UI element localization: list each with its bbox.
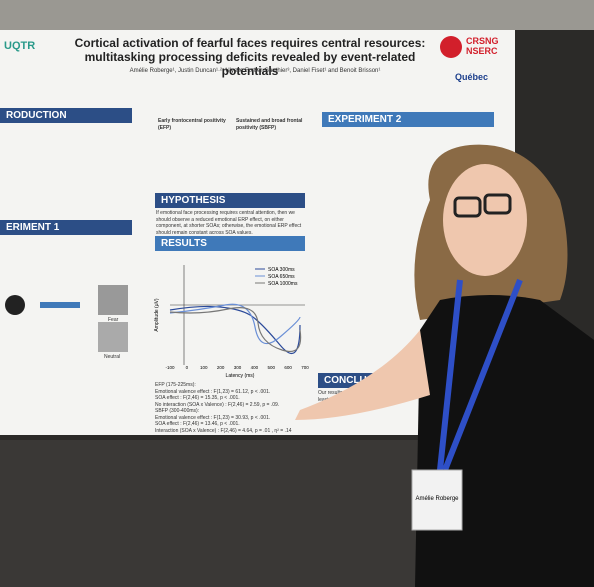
poster-title: Cortical activation of fearful faces req… (74, 36, 426, 78)
badge-name: Amélie Roberge (415, 496, 459, 502)
face-image (98, 285, 128, 315)
face (443, 164, 527, 276)
erp-wave (169, 303, 301, 345)
section-header: HYPOTHESIS (155, 193, 305, 208)
section-header: RODUCTION (0, 108, 132, 123)
stats: EFP (175-225ms): Emotional valence effect… (155, 382, 315, 434)
section-header: RESULTS (155, 236, 305, 251)
logo-icon (440, 36, 462, 58)
x-tick-label: 300 (234, 365, 242, 370)
logo: CRSNG NSERC (466, 36, 499, 56)
stat-line: SOA effect : F(2,46) = 13.46, p < .001. (155, 421, 240, 427)
erp-wave (169, 305, 301, 355)
stat-line: SBFP (300-400ms): (155, 408, 200, 414)
logo-text: NSERC (466, 46, 498, 56)
x-tick-label: 0 (186, 365, 189, 370)
legend-label: SOA 1000ms (268, 281, 298, 287)
stat-line: SOA effect : F(2,46) = 15.35, p < .001. (155, 395, 240, 401)
authors: Amélie Roberge¹, Justin Duncan¹·², Ulyss… (129, 68, 381, 74)
logo: Québec (455, 72, 489, 82)
erp-plot: Amplitude (μV) Latency (ms) SOA 300msSOA… (154, 265, 309, 379)
stat-line: Emotional valence effect : F(1,23) = 30.… (155, 414, 271, 421)
x-tick-label: 200 (217, 365, 225, 370)
label: Fear (108, 317, 119, 323)
legend-label: SOA 300ms (268, 267, 295, 273)
component-title: Early frontocentral positivity (EFP) (158, 118, 226, 131)
arm (295, 330, 430, 420)
logo-text: CRSNG (466, 36, 499, 46)
stat-line: Interaction (SOA x Valence) : F(2,46) = … (155, 427, 292, 434)
stat-line: Emotional valence effect : F(1,23) = 61.… (155, 388, 271, 395)
x-tick-label: 600 (284, 365, 292, 370)
ceiling (0, 0, 594, 30)
section-header: EXPERIMENT 2 (322, 112, 494, 127)
stat-line: EFP (175-225ms): (155, 382, 196, 388)
x-ticks: -100 0 100 200 300 400 500 600 700 (165, 365, 309, 370)
x-tick-label: 700 (301, 365, 309, 370)
glasses (483, 193, 512, 215)
axis-label: Amplitude (μV) (154, 298, 160, 332)
badge (411, 469, 463, 531)
logo: UQTR (4, 40, 36, 52)
section-header: ERIMENT 1 (0, 220, 132, 235)
arrow (40, 302, 80, 308)
x-tick-label: -100 (165, 365, 175, 370)
x-tick-label: 400 (251, 365, 259, 370)
legend-label: SOA 650ms (268, 274, 295, 280)
x-tick-label: 500 (267, 365, 275, 370)
erp-wave (169, 307, 302, 352)
component-title: Sustained and broad frontal positivity (… (236, 118, 303, 131)
x-tick-label: 100 (200, 365, 208, 370)
icon (5, 295, 25, 315)
glasses (453, 196, 482, 218)
face-image (98, 322, 128, 352)
stat-line: No interaction (SOA x Valence) : F(2,46)… (155, 401, 280, 408)
axis-label: Latency (ms) (226, 373, 255, 379)
label: Neutral (104, 354, 121, 360)
hypothesis-text: If emotional face processing requires ce… (156, 210, 302, 236)
lanyard (437, 278, 523, 472)
